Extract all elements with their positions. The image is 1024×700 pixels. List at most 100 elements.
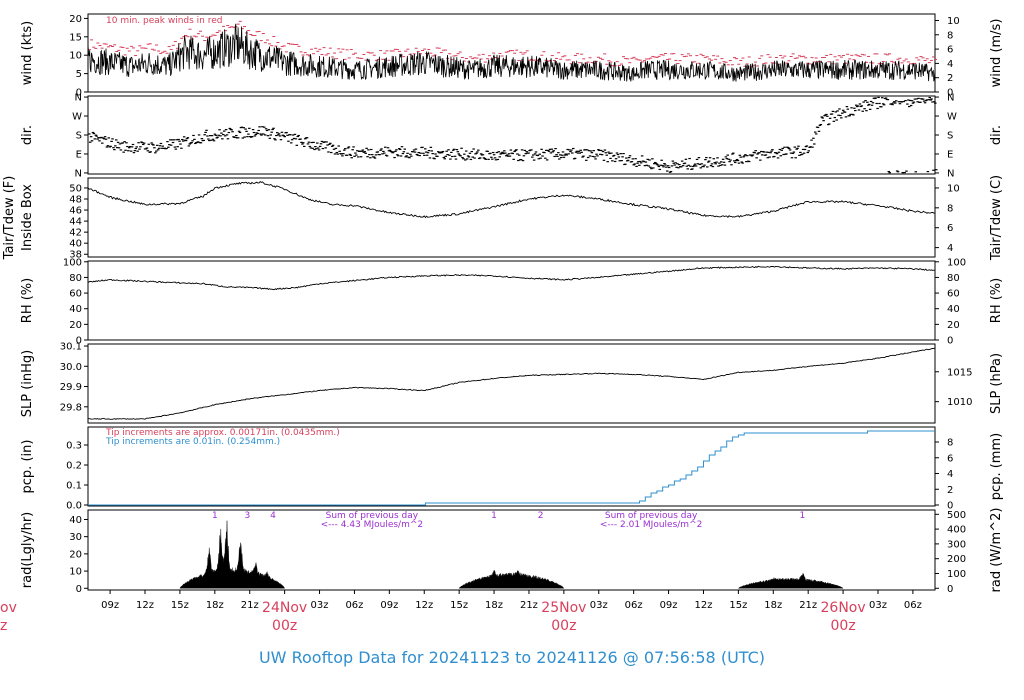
x-tick-label: 18z — [764, 600, 782, 611]
wind-ylabel-left: wind (kts) — [20, 21, 35, 85]
dir-ylabel-left: dir. — [20, 125, 35, 145]
dir-ytick-left-label: W — [72, 112, 82, 123]
slp-ytick-right-label: 1010 — [947, 397, 972, 408]
radiation-ytick-right-label: 500 — [947, 510, 966, 521]
temperature-ytick-right-label: 8 — [947, 203, 953, 214]
slp-line — [87, 347, 936, 420]
rh-ytick-left-label: 20 — [69, 320, 82, 331]
x-tick-label: 21z — [520, 600, 538, 611]
rh-ylabel-left: RH (%) — [20, 278, 35, 323]
x-tick-label: 03z — [869, 600, 887, 611]
dir-ytick-right-label: S — [947, 131, 953, 142]
radiation-ytick-left-label: 0 — [76, 584, 82, 595]
rh-panel: RH (%) RH (%) 0 20 40 60 80 100 0 20 40 60 80 100 — [20, 257, 1004, 346]
precipitation-ytick-right-label: 6 — [947, 453, 953, 464]
wind-peak-annotation: 10 min. peak winds in red — [106, 16, 223, 26]
temperature-ylabel-right: Tair/Tdew (C) — [989, 175, 1004, 261]
rh-ytick-right-label: 60 — [947, 289, 960, 300]
x-day-hour-label: 00z — [831, 618, 856, 634]
x-tick-label: 03z — [311, 600, 329, 611]
radiation-ytick-left-label: 40 — [69, 515, 82, 526]
rh-ytick-right-label: 20 — [947, 320, 960, 331]
precipitation-frame — [87, 426, 936, 507]
slp-ytick-left-label: 29.9 — [60, 382, 82, 393]
rh-ytick-right-label: 100 — [947, 257, 966, 268]
rh-ytick-right-label: 40 — [947, 304, 960, 315]
rh-ytick-left-label: 80 — [69, 273, 82, 284]
x-tick-label: 09z — [380, 600, 398, 611]
x-tick-label: 12z — [136, 600, 154, 611]
rh-ytick-right-label: 80 — [947, 273, 960, 284]
wind-ytick-right-label: 8 — [947, 30, 953, 41]
x-tick-label: 18z — [485, 600, 503, 611]
precipitation-ytick-left-label: 0.0 — [66, 501, 82, 512]
x-tick-label: 06z — [904, 600, 922, 611]
rh-frame — [87, 260, 936, 341]
temperature-ytick-right-label: 6 — [947, 223, 953, 234]
temperature-panel: Tair/Tdew (F) Inside Box Tair/Tdew (C) 3840… — [2, 175, 1004, 261]
rad-tip-mark-0: 1 — [212, 511, 218, 521]
dir-ytick-right-label: W — [947, 112, 957, 123]
rad-tip-mark-2: 4 — [270, 511, 276, 521]
x-tick-label: 15z — [171, 600, 189, 611]
temperature-ytick-right-label: 10 — [947, 183, 960, 194]
temperature-ytick-left-label: 42 — [69, 228, 82, 239]
x-day-label: 25Nov — [541, 600, 586, 616]
rh-ylabel-right: RH (%) — [989, 278, 1004, 323]
radiation-ylabel-right: rad (W/m^2) — [989, 508, 1004, 593]
x-tick-label: 06z — [625, 600, 643, 611]
dir-ytick-left-label: E — [76, 149, 82, 160]
rh-ytick-left-label: 0 — [76, 336, 82, 347]
x-tick-label: 21z — [241, 600, 259, 611]
temperature-ylabel-left-2: Inside Box — [20, 184, 35, 251]
precipitation-ytick-left-label: 0.3 — [66, 441, 82, 452]
x-tick-label: 03z — [590, 600, 608, 611]
precipitation-ytick-right-label: 2 — [947, 485, 953, 496]
dir-panel: dir. dir.N NE ES SW WN N — [20, 93, 1004, 180]
slp-ylabel-left: SLP (inHg) — [20, 350, 35, 418]
precipitation-ytick-left-label: 0.2 — [66, 461, 82, 472]
radiation-ytick-left-label: 10 — [69, 567, 82, 578]
rad-sum-line1-1: Sum of previous day — [605, 511, 698, 521]
rad-tip-mark-3: 1 — [491, 511, 497, 521]
radiation-ytick-left-label: 20 — [69, 549, 82, 560]
x-tick-label: 12z — [694, 600, 712, 611]
precipitation-ylabel-right: pcp. (mm) — [989, 433, 1004, 500]
rad-tip-mark-4: 2 — [538, 511, 544, 521]
temperature-line — [87, 181, 936, 219]
wind-ytick-left-label: 20 — [69, 14, 82, 25]
x-tick-label: 09z — [660, 600, 678, 611]
slp-ytick-left-label: 30.0 — [60, 362, 82, 373]
temperature-ytick-left-label: 50 — [69, 183, 82, 194]
rh-ytick-right-label: 0 — [947, 336, 953, 347]
radiation-ytick-left-label: 30 — [69, 532, 82, 543]
temperature-ytick-right-label: 4 — [947, 243, 953, 254]
wind-speed-line — [87, 23, 936, 82]
wind-ytick-right-label: 6 — [947, 45, 953, 56]
dir-ytick-right-label: N — [947, 93, 954, 104]
radiation-ytick-right-label: 400 — [947, 525, 966, 536]
wind-ylabel-right: wind (m/s) — [989, 19, 1004, 88]
precipitation-ytick-left-label: 0.1 — [66, 481, 82, 492]
rad-tip-mark-1: 3 — [245, 511, 251, 521]
wind-ytick-right-label: 0 — [947, 88, 953, 99]
slp-frame — [87, 343, 936, 424]
x-tick-label: 09z — [101, 600, 119, 611]
temperature-ytick-left-label: 46 — [69, 206, 82, 217]
dir-ytick-right-label: N — [947, 168, 954, 179]
radiation-day-2 — [737, 573, 844, 589]
radiation-day-0 — [179, 520, 285, 589]
wind-ytick-left-label: 0 — [76, 88, 82, 99]
pcp-accumulation-line — [88, 430, 935, 506]
radiation-frame — [87, 509, 936, 591]
dir-ytick-left-label: S — [76, 131, 82, 142]
x-day-label: 24Nov — [262, 600, 307, 616]
rad-sum-line2-1: <--- 2.01 MJoules/m^2 — [600, 520, 702, 530]
x-day-hour-label-cut: z — [0, 618, 7, 634]
radiation-ylabel-left: rad(Lgly/hr) — [20, 512, 35, 588]
x-day-label-cut: ov — [0, 600, 17, 616]
x-tick-label: 06z — [345, 600, 363, 611]
precipitation-ytick-right-label: 8 — [947, 438, 953, 449]
slp-ytick-right-label: 1015 — [947, 367, 972, 378]
wind-ytick-left-label: 15 — [69, 32, 82, 43]
